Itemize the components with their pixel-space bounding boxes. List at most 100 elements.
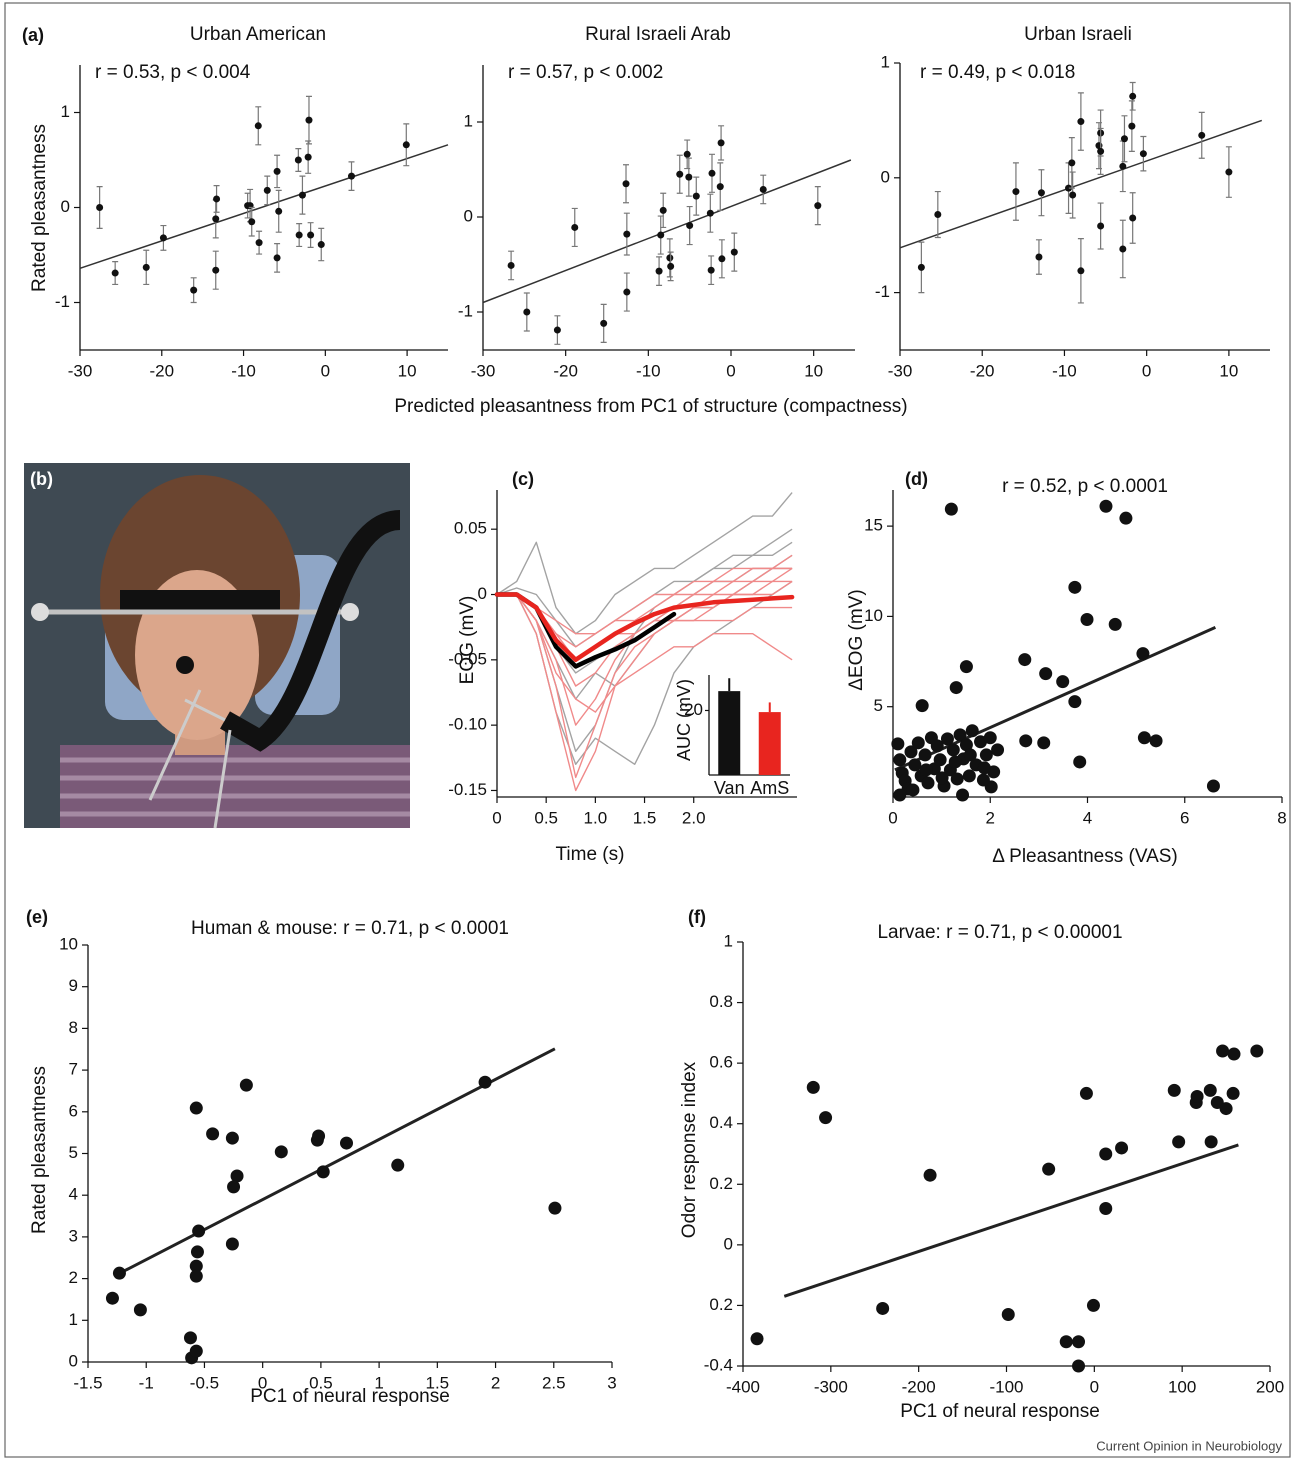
point: [716, 183, 724, 191]
footer: Current Opinion in Neurobiology: [1096, 1438, 1282, 1453]
point: [940, 732, 954, 746]
knob: [341, 603, 359, 621]
point: [908, 758, 922, 772]
point: [706, 209, 714, 217]
y-tick-label: 0: [464, 206, 473, 225]
y-tick-label: 0: [61, 197, 70, 216]
trace: [497, 580, 793, 765]
point: [312, 1129, 326, 1143]
point: [1119, 245, 1127, 253]
point: [692, 192, 700, 200]
headband: [120, 590, 280, 612]
point: [133, 1303, 147, 1317]
point: [189, 1269, 203, 1283]
point: [944, 502, 958, 516]
point: [1115, 1141, 1129, 1155]
point: [718, 255, 726, 263]
point: [930, 739, 944, 753]
point: [1042, 1162, 1056, 1176]
y-tick-label: 8: [69, 1018, 78, 1037]
point: [950, 772, 964, 786]
point: [1190, 1089, 1204, 1103]
y-tick-label: 0.6: [709, 1053, 733, 1072]
point: [230, 1169, 244, 1183]
point: [192, 1224, 206, 1238]
x-tick-label: 10: [804, 361, 823, 380]
point: [1206, 779, 1220, 793]
x-tick-label: -10: [1052, 361, 1077, 380]
point: [915, 699, 929, 713]
point: [666, 254, 674, 262]
x-tick-label: -30: [471, 361, 496, 380]
x-tick-label: -200: [902, 1377, 936, 1396]
point: [254, 122, 262, 130]
x-tick-label: 0: [726, 361, 735, 380]
point: [305, 116, 313, 124]
x-tick-label: 2.0: [682, 808, 706, 827]
y-tick-label: 5: [874, 696, 883, 715]
point: [1099, 499, 1113, 513]
x-tick-label: 1.5: [633, 808, 657, 827]
y-tick-label: 0: [478, 584, 487, 603]
x-tick-label: 0: [1090, 1377, 1099, 1396]
inset-category-label: AmS: [750, 778, 789, 798]
y-tick-label: 6: [69, 1101, 78, 1120]
point: [1080, 612, 1094, 626]
y-tick-label: 0.05: [454, 519, 487, 538]
point: [1097, 222, 1105, 230]
point: [1099, 1202, 1113, 1216]
point: [923, 1168, 937, 1182]
trace: [497, 554, 793, 635]
point: [307, 231, 315, 239]
point: [295, 231, 303, 239]
point: [655, 267, 663, 275]
point: [1250, 1044, 1264, 1058]
x-tick-label: -100: [989, 1377, 1023, 1396]
point: [685, 173, 693, 181]
inset-y-axis-label: AUC (mV): [674, 679, 694, 761]
x-tick-label: -30: [68, 361, 93, 380]
point: [142, 263, 150, 271]
point: [1086, 1298, 1100, 1312]
point: [548, 1201, 562, 1215]
point: [1227, 1047, 1241, 1061]
trace: [497, 567, 793, 792]
x-tick-label: 0: [258, 1373, 267, 1392]
point: [904, 745, 918, 759]
point: [263, 186, 271, 194]
x-tick-label: 3: [607, 1373, 616, 1392]
point: [1120, 135, 1128, 143]
point: [948, 755, 962, 769]
point: [1056, 675, 1070, 689]
panel-label: (a): [22, 25, 44, 45]
y-tick-label: 0.8: [709, 992, 733, 1011]
point: [1119, 511, 1133, 525]
y-tick-label: 1: [724, 931, 733, 950]
point: [1139, 150, 1147, 158]
point: [159, 234, 167, 242]
point: [112, 1266, 126, 1280]
x-tick-label: -30: [888, 361, 913, 380]
point: [707, 266, 715, 274]
point: [1149, 734, 1163, 748]
point: [255, 239, 263, 247]
point: [622, 180, 630, 188]
point: [96, 204, 104, 211]
y-tick-label: 0: [69, 1351, 78, 1370]
y-axis-label: EOG (mV): [457, 596, 478, 685]
point: [991, 743, 1005, 757]
point: [963, 748, 977, 762]
point: [979, 748, 993, 762]
point: [659, 206, 667, 214]
point: [317, 241, 325, 249]
x-tick-label: -300: [814, 1377, 848, 1396]
fit-line: [783, 1143, 1239, 1298]
point: [225, 1237, 239, 1251]
x-tick-label: -20: [149, 361, 174, 380]
x-tick-label: 0.5: [534, 808, 558, 827]
x-tick-label: 0: [888, 808, 897, 827]
point: [893, 788, 907, 802]
inset-bar: [758, 712, 781, 775]
point: [225, 1131, 239, 1145]
point: [683, 150, 691, 158]
